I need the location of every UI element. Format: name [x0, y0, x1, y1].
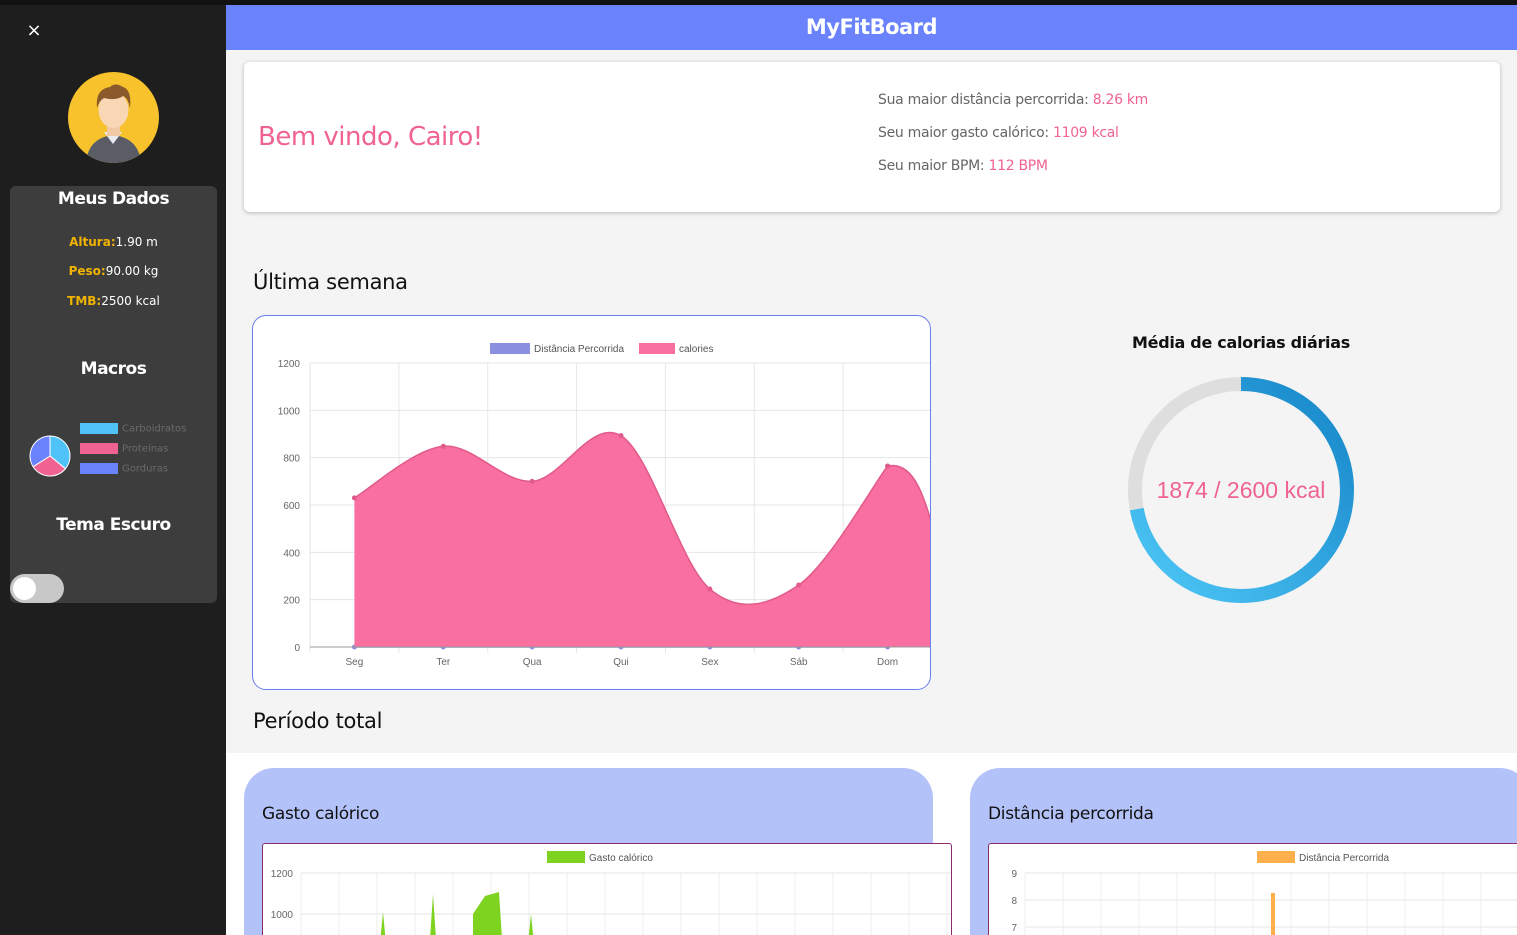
macros-pie-chart — [29, 435, 71, 477]
distance-card-title: Distância percorrida — [988, 804, 1154, 824]
max-calories-stat: Seu maior gasto calórico: 1109 kcal — [878, 125, 1119, 141]
max-distance-label: Sua maior distância percorrida: — [878, 92, 1089, 108]
x-tick-label: Ter — [436, 657, 451, 668]
y-tick-label: 7 — [1011, 923, 1017, 934]
y-tick-label: 1000 — [278, 406, 301, 417]
y-tick-label: 800 — [283, 454, 300, 465]
donut-title: Média de calorias diárias — [1132, 333, 1350, 352]
week-chart-card: Distância Percorrida calories 0 200 400 600 8… — [252, 315, 931, 690]
macro-legend-protein: Proteínas — [80, 443, 168, 455]
max-distance-stat: Sua maior distância percorrida: 8.26 km — [878, 92, 1148, 108]
legend-calories-label[interactable]: calories — [679, 344, 713, 355]
avatar — [68, 72, 159, 163]
fat-label: Gorduras — [122, 463, 168, 475]
x-tick-label: Dom — [877, 657, 898, 668]
x-tick-label: Qui — [613, 657, 629, 668]
legend-distance-total-label[interactable]: Distância Percorrida — [1299, 853, 1389, 864]
calories-point — [707, 586, 713, 592]
total-calories-chart: Gasto calórico 1000 1200 — [271, 851, 951, 935]
y-tick-label: 200 — [283, 596, 300, 607]
y-tick-label: 1000 — [271, 910, 294, 921]
calories-point — [529, 478, 535, 484]
app-title: MyFitBoard — [226, 5, 1517, 50]
macro-legend-fat: Gorduras — [80, 463, 168, 475]
week-area-chart: Distância Percorrida calories 0 200 400 600 8… — [278, 343, 930, 668]
fat-slice — [29, 435, 51, 468]
max-bpm-value: 112 BPM — [988, 158, 1049, 174]
tmb-label: TMB: — [67, 294, 102, 308]
protein-slice — [32, 455, 67, 477]
my-data-panel: Meus Dados Altura:1.90 m Peso:90.00 kg T… — [10, 186, 217, 603]
calories-point — [618, 433, 624, 439]
toggle-knob — [13, 577, 36, 600]
close-icon[interactable]: × — [26, 20, 42, 41]
max-calories-label: Seu maior gasto calórico: — [878, 125, 1049, 141]
macro-legend-carbs: Carboidratos — [80, 423, 186, 435]
max-bpm-stat: Seu maior BPM: 112 BPM — [878, 158, 1048, 174]
fat-swatch — [80, 463, 118, 474]
calorie-donut-chart: 1874 / 2600 kcal — [1128, 377, 1354, 603]
sidebar: × Meus Dados Altura:1.90 m Peso:90.00 kg… — [0, 5, 226, 935]
tmb-value: 2500 kcal — [101, 294, 160, 308]
total-distance-chart: Distância Percorrida 7 8 9 — [1011, 851, 1517, 935]
y-tick-label: 9 — [1011, 869, 1017, 880]
legend-calories-swatch[interactable] — [639, 343, 675, 354]
height-label: Altura: — [69, 235, 116, 249]
tmb-line: TMB:2500 kcal — [10, 294, 217, 308]
donut-progress-arc — [1128, 377, 1354, 603]
calories-card-title: Gasto calórico — [262, 804, 380, 824]
x-tick-label: Sáb — [790, 657, 808, 668]
protein-label: Proteínas — [122, 443, 169, 455]
dark-theme-title: Tema Escuro — [56, 515, 171, 535]
main-content: MyFitBoard Bem vindo, Cairo! Sua maior d… — [226, 5, 1517, 935]
x-tick-label: Seg — [346, 657, 364, 668]
calories-line — [354, 431, 930, 606]
distance-total-bar — [1271, 893, 1275, 935]
dark-theme-toggle[interactable] — [10, 574, 64, 603]
weight-line: Peso:90.00 kg — [10, 264, 217, 278]
weight-label: Peso: — [68, 264, 106, 278]
calories-chart-frame: Gasto calórico 1000 1200 — [262, 843, 952, 935]
week-section-title: Última semana — [253, 270, 408, 294]
calories-total-area — [380, 892, 534, 935]
x-tick-label: Sex — [701, 657, 718, 668]
calories-point — [440, 443, 446, 449]
y-tick-label: 400 — [283, 548, 300, 559]
legend-calories-total-label[interactable]: Gasto calórico — [589, 853, 653, 864]
total-section-title: Período total — [253, 709, 383, 733]
y-tick-label: 8 — [1011, 896, 1017, 907]
carbs-swatch — [80, 423, 118, 434]
max-bpm-label: Seu maior BPM: — [878, 158, 985, 174]
distance-chart-frame: Distância Percorrida 7 8 9 — [988, 843, 1517, 935]
calories-card: Gasto calórico Gasto calórico 1000 1200 — [244, 768, 952, 935]
calories-point — [885, 463, 891, 469]
carbs-label: Carboidratos — [122, 423, 187, 435]
max-distance-value: 8.26 km — [1092, 92, 1149, 108]
macros-title: Macros — [80, 359, 147, 379]
calories-point — [796, 582, 802, 588]
y-tick-label: 1200 — [271, 869, 294, 880]
height-line: Altura:1.90 m — [10, 235, 217, 249]
calories-point — [351, 495, 357, 501]
welcome-card: Bem vindo, Cairo! Sua maior distância pe… — [244, 62, 1500, 212]
height-value: 1.90 m — [115, 235, 158, 249]
legend-calories-total-swatch[interactable] — [547, 851, 585, 863]
max-calories-value: 1109 kcal — [1052, 125, 1119, 141]
carbs-slice — [49, 435, 71, 470]
x-tick-label: Qua — [523, 657, 542, 668]
calories-area — [354, 432, 930, 647]
distance-card: Distância percorrida Distância Percorrid… — [970, 768, 1517, 935]
y-tick-label: 600 — [283, 501, 300, 512]
legend-distance-total-swatch[interactable] — [1257, 851, 1295, 863]
welcome-greeting: Bem vindo, Cairo! — [258, 122, 483, 152]
donut-value-text: 1874 / 2600 kcal — [1157, 477, 1326, 503]
weight-value: 90.00 kg — [105, 264, 159, 278]
legend-distance-swatch[interactable] — [490, 343, 530, 354]
protein-swatch — [80, 443, 118, 454]
y-tick-label: 1200 — [278, 359, 301, 370]
y-tick-label: 0 — [294, 643, 300, 654]
legend-distance-label[interactable]: Distância Percorrida — [534, 344, 624, 355]
my-data-title: Meus Dados — [57, 189, 170, 209]
